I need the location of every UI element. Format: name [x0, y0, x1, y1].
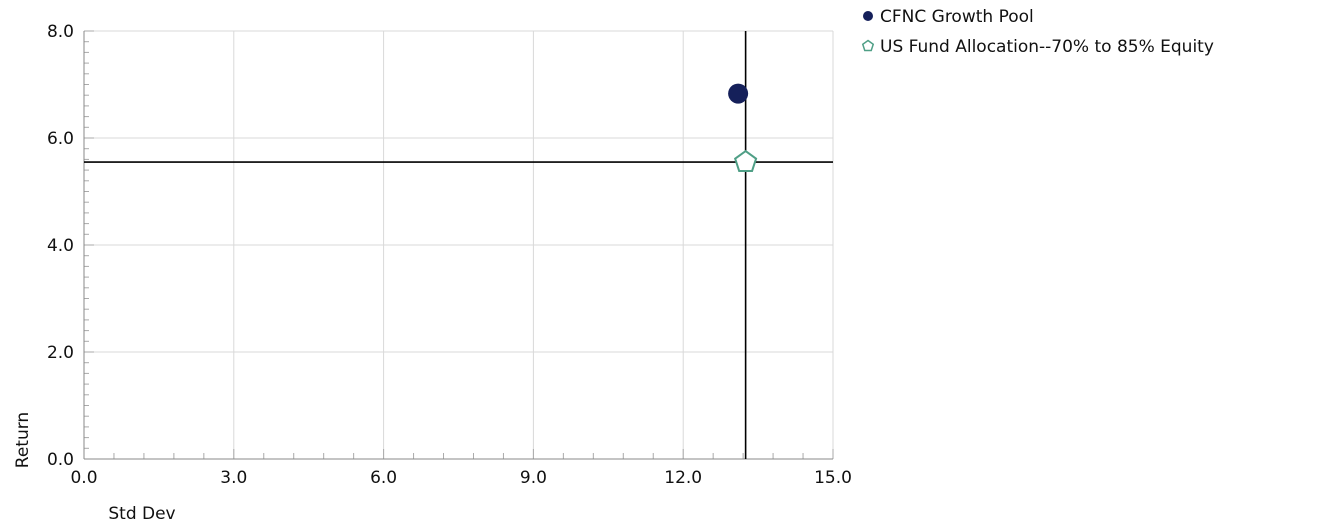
y-tick-label-4: 8.0 — [47, 22, 74, 42]
x-tick-label-2: 6.0 — [370, 468, 397, 488]
legend-label-1: US Fund Allocation--70% to 85% Equity — [880, 37, 1214, 57]
point-series-0-0 — [728, 84, 748, 104]
x-tick-label-3: 9.0 — [520, 468, 547, 488]
y-tick-label-1: 2.0 — [47, 343, 74, 363]
x-tick-label-0: 0.0 — [70, 468, 97, 488]
point-series-1-0 — [735, 151, 756, 171]
legend-marker-1 — [863, 41, 873, 51]
data-points — [728, 84, 756, 171]
legend-item-1: US Fund Allocation--70% to 85% Equity — [863, 37, 1214, 57]
y-tick-label-3: 6.0 — [47, 129, 74, 149]
x-tick-label-1: 3.0 — [220, 468, 247, 488]
x-tick-labels: 0.0 3.0 6.0 9.0 12.0 15.0 — [70, 468, 851, 488]
x-tick-label-4: 12.0 — [664, 468, 702, 488]
legend: CFNC Growth Pool US Fund Allocation--70%… — [863, 7, 1214, 57]
x-axis-title: Std Dev — [108, 504, 175, 524]
y-tick-labels: 0.0 2.0 4.0 6.0 8.0 — [47, 22, 74, 470]
y-tick-label-0: 0.0 — [47, 450, 74, 470]
legend-item-0: CFNC Growth Pool — [863, 7, 1034, 27]
legend-label-0: CFNC Growth Pool — [880, 7, 1034, 27]
legend-marker-0 — [863, 11, 873, 21]
y-axis-title: Return — [13, 412, 33, 468]
y-tick-label-2: 4.0 — [47, 236, 74, 256]
x-tick-label-5: 15.0 — [814, 468, 852, 488]
grid — [84, 31, 833, 459]
